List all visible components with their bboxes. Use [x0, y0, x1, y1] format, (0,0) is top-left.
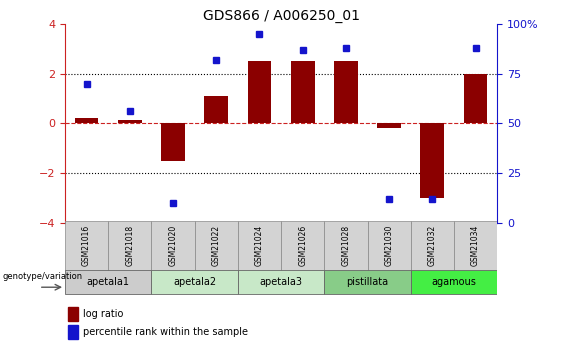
Bar — [291, 61, 315, 124]
Bar — [118, 120, 142, 124]
Text: GSM21030: GSM21030 — [385, 225, 394, 266]
Bar — [464, 74, 488, 124]
Bar — [151, 221, 194, 271]
Bar — [161, 124, 185, 160]
Bar — [65, 221, 108, 271]
Bar — [324, 270, 411, 295]
Bar — [68, 325, 78, 338]
Bar — [411, 270, 497, 295]
Text: pistillata: pistillata — [346, 277, 389, 287]
Bar — [151, 270, 238, 295]
Text: apetala3: apetala3 — [259, 277, 303, 287]
Bar — [75, 118, 98, 124]
Text: percentile rank within the sample: percentile rank within the sample — [83, 327, 248, 337]
Bar — [420, 124, 444, 198]
Text: GSM21018: GSM21018 — [125, 225, 134, 266]
Title: GDS866 / A006250_01: GDS866 / A006250_01 — [203, 9, 359, 23]
Text: GSM21034: GSM21034 — [471, 225, 480, 266]
Bar — [377, 124, 401, 128]
Text: genotype/variation: genotype/variation — [3, 272, 83, 281]
Text: apetala2: apetala2 — [173, 277, 216, 287]
Text: apetala1: apetala1 — [86, 277, 130, 287]
Bar — [194, 221, 238, 271]
Bar — [247, 61, 271, 124]
Text: GSM21024: GSM21024 — [255, 225, 264, 266]
Text: GSM21028: GSM21028 — [341, 225, 350, 266]
Text: GSM21016: GSM21016 — [82, 225, 91, 266]
Bar — [334, 61, 358, 124]
Bar — [205, 96, 228, 124]
Bar — [324, 221, 368, 271]
Text: GSM21026: GSM21026 — [298, 225, 307, 266]
Text: GSM21032: GSM21032 — [428, 225, 437, 266]
Bar — [68, 307, 78, 321]
Bar — [238, 221, 281, 271]
Bar — [65, 270, 151, 295]
Bar — [238, 270, 324, 295]
Text: agamous: agamous — [432, 277, 476, 287]
Bar — [367, 221, 411, 271]
Bar — [454, 221, 497, 271]
Bar — [108, 221, 151, 271]
Bar — [411, 221, 454, 271]
Text: GSM21022: GSM21022 — [212, 225, 221, 266]
Bar — [281, 221, 324, 271]
Text: log ratio: log ratio — [83, 309, 124, 319]
Text: GSM21020: GSM21020 — [168, 225, 177, 266]
